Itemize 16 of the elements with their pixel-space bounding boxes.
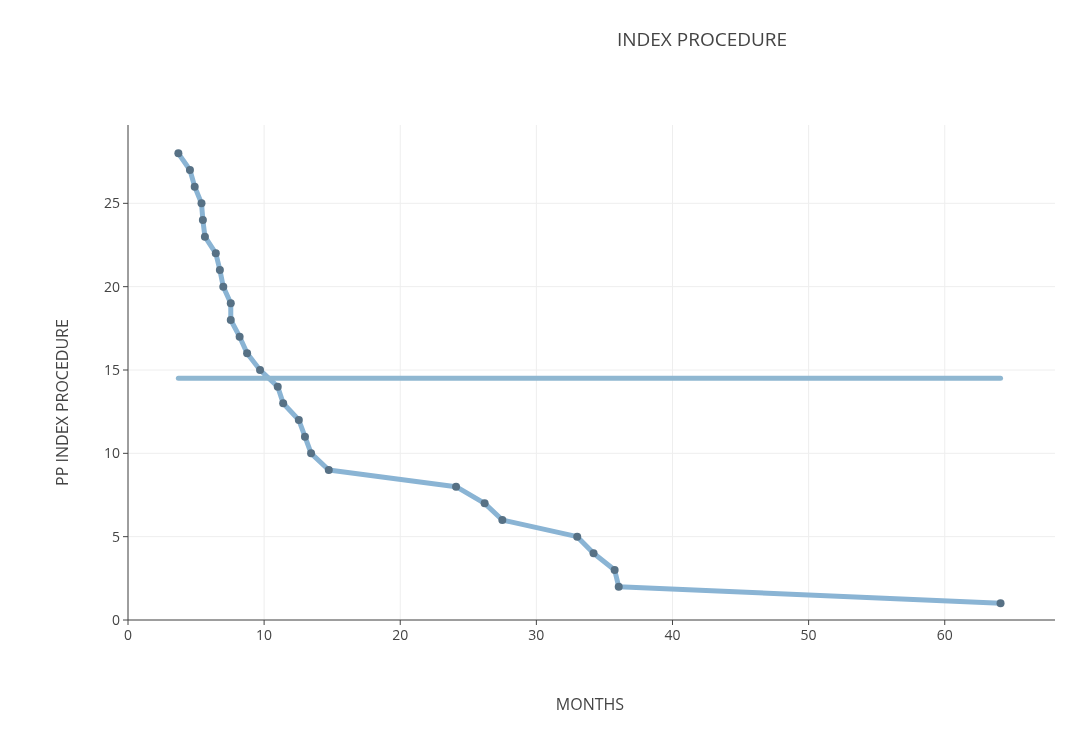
y-tick-label: 5 bbox=[111, 526, 120, 546]
y-tick-label: 0 bbox=[111, 609, 120, 629]
x-tick-label: 10 bbox=[256, 625, 273, 644]
y-axis-title: PP INDEX PROCEDURE bbox=[51, 319, 73, 486]
y-tick-label: 25 bbox=[103, 193, 120, 213]
y-tick-label: 20 bbox=[103, 276, 120, 296]
x-axis-title: MONTHS bbox=[555, 693, 625, 715]
x-tick-label: 40 bbox=[664, 625, 681, 644]
x-tick-label: 0 bbox=[123, 625, 133, 644]
y-tick-label: 15 bbox=[103, 359, 120, 379]
x-tick-label: 50 bbox=[800, 625, 817, 644]
x-tick-label: 60 bbox=[936, 625, 953, 644]
x-tick-label: 20 bbox=[392, 625, 409, 644]
chart-title: INDEX PROCEDURE bbox=[616, 26, 788, 52]
y-tick-label: 10 bbox=[103, 443, 120, 463]
x-tick-label: 30 bbox=[528, 625, 545, 644]
